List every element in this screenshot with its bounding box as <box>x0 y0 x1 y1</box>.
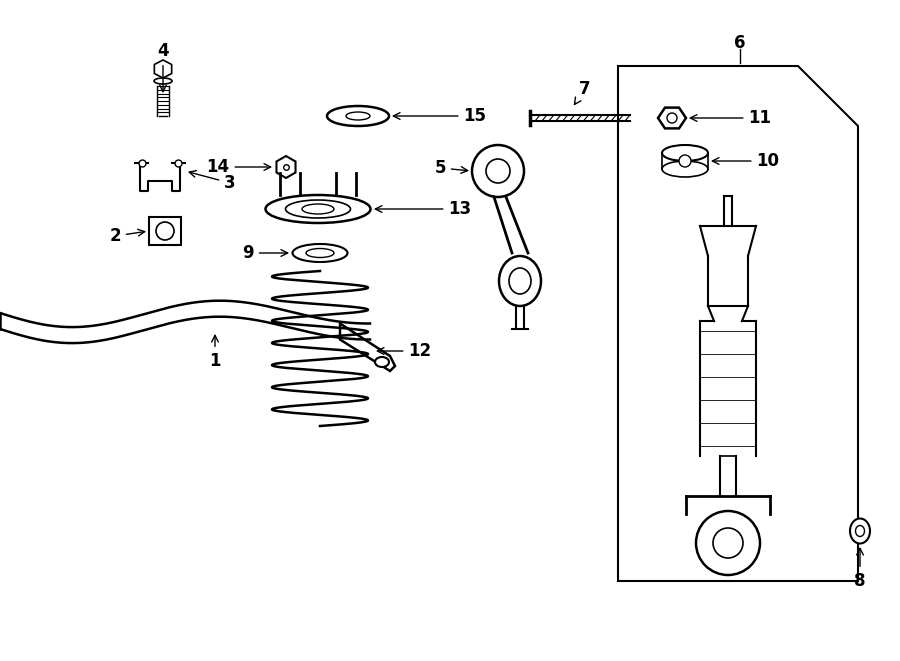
Polygon shape <box>154 60 172 78</box>
Circle shape <box>472 145 524 197</box>
Polygon shape <box>276 156 295 178</box>
Bar <box>149 217 181 245</box>
Circle shape <box>679 155 691 167</box>
Text: 15: 15 <box>393 107 487 125</box>
Polygon shape <box>340 323 395 371</box>
Ellipse shape <box>327 106 389 126</box>
Text: 11: 11 <box>690 109 771 127</box>
Ellipse shape <box>850 518 870 543</box>
Polygon shape <box>658 108 686 128</box>
Ellipse shape <box>509 268 531 294</box>
Text: 2: 2 <box>109 227 145 245</box>
Ellipse shape <box>266 195 371 223</box>
Ellipse shape <box>302 204 334 214</box>
Ellipse shape <box>306 249 334 258</box>
Ellipse shape <box>375 357 389 367</box>
Text: 14: 14 <box>206 158 271 176</box>
Text: 9: 9 <box>242 244 288 262</box>
Ellipse shape <box>285 200 350 218</box>
Ellipse shape <box>292 244 347 262</box>
Ellipse shape <box>856 525 865 537</box>
Text: 5: 5 <box>434 159 468 177</box>
Ellipse shape <box>662 145 708 161</box>
Text: 10: 10 <box>712 152 779 170</box>
Text: 8: 8 <box>854 549 866 590</box>
Text: 3: 3 <box>189 171 236 192</box>
Text: 13: 13 <box>375 200 472 218</box>
Circle shape <box>667 113 677 123</box>
Text: 1: 1 <box>209 335 220 370</box>
Text: 6: 6 <box>734 34 746 52</box>
Circle shape <box>713 528 743 558</box>
Circle shape <box>156 222 174 240</box>
Ellipse shape <box>499 256 541 306</box>
Ellipse shape <box>662 161 708 177</box>
Ellipse shape <box>346 112 370 120</box>
Text: 12: 12 <box>377 342 432 360</box>
Text: 7: 7 <box>574 80 590 104</box>
Ellipse shape <box>154 78 172 84</box>
Circle shape <box>696 511 760 575</box>
Text: 4: 4 <box>158 42 169 92</box>
Circle shape <box>486 159 510 183</box>
